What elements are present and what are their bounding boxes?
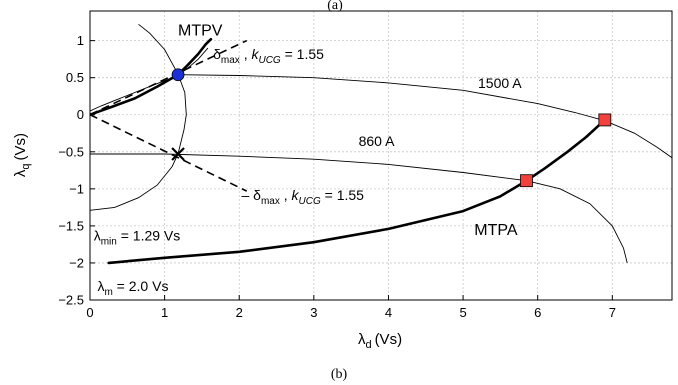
x-tick-label: 1	[161, 305, 168, 320]
x-tick-label: 0	[86, 305, 93, 320]
series-line-thick	[107, 118, 607, 265]
y-axis-label: λq(Vs)	[12, 133, 32, 177]
series-line-dashed	[90, 113, 248, 192]
y-tick-label: 0.5	[66, 70, 84, 85]
y-tick-label: −1	[69, 181, 84, 196]
annotation-delta-pos: δmax , kUCG = 1.55	[213, 46, 324, 66]
plot-frame	[89, 10, 673, 301]
x-tick-label: 7	[609, 305, 616, 320]
annotation-mtpa: MTPA	[474, 222, 518, 239]
y-tick-label: −1.5	[58, 218, 84, 233]
series-line-thin	[177, 74, 672, 159]
x-axis-label: λd (Vs)	[358, 331, 402, 351]
figure-caption: (b)	[331, 367, 348, 382]
y-tick-label: −2	[69, 255, 84, 270]
x-tick-label: 3	[310, 305, 317, 320]
markers	[171, 68, 612, 188]
series-line-thin	[90, 47, 209, 112]
series-line-thin	[90, 153, 628, 264]
y-tick-label: −2.5	[58, 293, 84, 308]
square-marker	[598, 113, 612, 127]
ticks: 0 1 2 3 4 5 6 7 −2.5 −2 −1.5 −1 −0.5 0 0.5 1	[58, 33, 616, 320]
mtpv-circle-marker	[171, 68, 185, 82]
annotation-delta-neg: – δmax , kUCG = 1.55	[241, 187, 364, 207]
annotations: MTPV δmax , kUCG = 1.55 1500 A 860 A – δmax …	[94, 22, 523, 298]
x-tick-label: 2	[236, 305, 243, 320]
x-tick-label: 4	[385, 305, 392, 320]
y-tick-label: −0.5	[58, 144, 84, 159]
annotation-mtpv: MTPV	[178, 22, 223, 39]
series-line-dashed	[90, 39, 248, 116]
x-tick-label: 6	[534, 305, 541, 320]
series-line-thin	[90, 23, 187, 211]
y-tick-label: 1	[77, 33, 84, 48]
plot-area	[90, 23, 672, 265]
y-tick-label: 0	[77, 107, 84, 122]
cross-marker	[171, 147, 185, 161]
x-tick-label: 5	[459, 305, 466, 320]
square-marker	[520, 174, 533, 188]
top-caption: (a)	[327, 0, 343, 13]
annotation-860a: 860 A	[359, 133, 395, 149]
annotation-lambda-m: λm = 2.0 Vs	[97, 278, 168, 298]
annotation-1500a: 1500 A	[478, 75, 522, 91]
annotation-lambda-min: λmin = 1.29 Vs	[94, 228, 181, 248]
